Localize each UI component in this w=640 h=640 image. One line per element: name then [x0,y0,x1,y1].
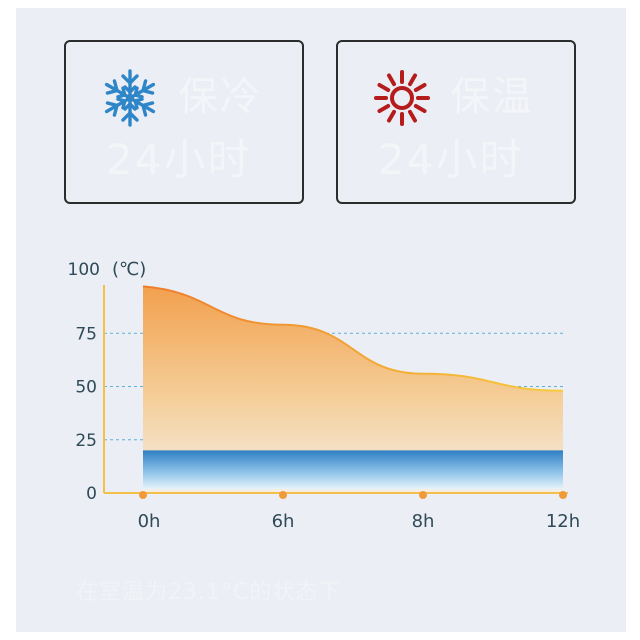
warm-series-area [143,286,563,493]
y-tick-label-0: 0 [86,484,97,504]
x-tick-label-6h: 6h [272,511,295,532]
warm-keep-card: 保温 24小时 [336,40,576,204]
x-tick-label-12h: 12h [546,511,580,532]
background-panel: 保冷 24小时 保温 24小时 在室温为23.1°C的状态下 [16,8,626,632]
x-marker-6h [279,491,287,499]
y-tick-label-50: 50 [75,378,97,398]
warm-series-line [142,285,564,392]
y-tick-label-100: 100 [68,260,100,280]
y-tick-label-25: 25 [75,431,97,451]
x-tick-label-8h: 8h [412,511,435,532]
warm-duration: 24小时 [378,135,524,184]
x-marker-0h [139,491,147,499]
x-marker-12h [559,491,567,499]
footnote-text: 在室温为23.1°C的状态下 [76,580,342,605]
y-axis-unit: (℃) [112,259,146,280]
cold-keep-card: 保冷 24小时 [64,40,304,204]
x-tick-label-0h: 0h [138,511,161,532]
sun-icon [374,70,430,126]
x-marker-8h [419,491,427,499]
cold-duration: 24小时 [106,135,252,184]
snowflake-icon [104,69,156,127]
cold-series-area [143,450,563,489]
y-tick-label-75: 75 [75,324,97,344]
warm-title: 保温 [450,74,534,120]
cold-title: 保冷 [178,74,262,120]
